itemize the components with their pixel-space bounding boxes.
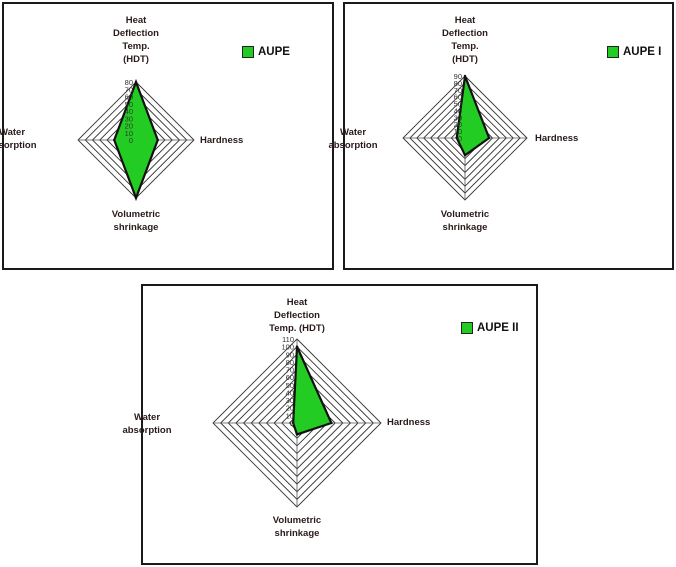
radar-panel-aupe-ii: 0 10 20 30 40 50 60 70 80 90 100 110 Heat Deflection… bbox=[122, 284, 538, 565]
tick-label: 80 bbox=[286, 358, 294, 367]
tick-label: 20 bbox=[454, 120, 462, 129]
legend: AUPE I bbox=[607, 46, 661, 58]
data-point bbox=[295, 433, 299, 436]
tick-label: 40 bbox=[454, 106, 462, 115]
axis-label: Hardness bbox=[387, 417, 431, 428]
series-area bbox=[113, 78, 159, 202]
axis-label: Volumetric shrinkage bbox=[111, 209, 161, 233]
tick-label: 0 bbox=[458, 134, 462, 143]
data-point bbox=[156, 138, 159, 142]
radar-panel-aupe-i: 0 10 20 30 40 50 60 70 80 90 Heat Deflection Temp.… bbox=[328, 2, 674, 270]
tick-label: 30 bbox=[454, 113, 462, 122]
data-point bbox=[134, 80, 138, 84]
data-point bbox=[295, 345, 299, 348]
axis-label: Water absorption bbox=[328, 127, 378, 151]
tick-label: 20 bbox=[125, 122, 133, 131]
tick-label: 0 bbox=[290, 419, 294, 428]
axis-label: Hardness bbox=[200, 135, 244, 146]
legend-swatch bbox=[607, 46, 619, 58]
data-point bbox=[113, 138, 116, 142]
tick-label: 70 bbox=[286, 366, 294, 375]
tick-label: 40 bbox=[125, 107, 133, 116]
tick-label: 60 bbox=[125, 93, 133, 102]
tick-label: 90 bbox=[454, 72, 462, 81]
data-point bbox=[463, 74, 467, 78]
axis-label: Heat Deflection Temp. (HDT) bbox=[113, 15, 159, 65]
data-point bbox=[291, 421, 295, 425]
data-point bbox=[330, 421, 333, 425]
radar-panel-aupe: 0 10 20 30 40 50 60 70 80 Heat Deflection Temp. (… bbox=[0, 2, 334, 270]
tick-label: 60 bbox=[454, 93, 462, 102]
tick-label: 50 bbox=[286, 381, 294, 390]
tick-label: 80 bbox=[454, 79, 462, 88]
tick-label: 100 bbox=[281, 343, 294, 352]
axis-label: Hardness bbox=[535, 133, 579, 144]
data-point bbox=[487, 136, 491, 140]
axis-label: Heat Deflection Temp. (HDT) bbox=[442, 15, 488, 65]
tick-label: 10 bbox=[286, 411, 294, 420]
tick-label: 90 bbox=[286, 350, 294, 359]
axis-label: Volumetric shrinkage bbox=[440, 209, 490, 233]
tick-label: 10 bbox=[125, 129, 133, 138]
tick-label: 30 bbox=[286, 396, 294, 405]
tick-label: 40 bbox=[286, 388, 294, 397]
tick-label: 30 bbox=[125, 114, 133, 123]
legend: AUPE bbox=[242, 46, 290, 58]
axis-label: Volumetric shrinkage bbox=[272, 515, 322, 539]
legend-label: AUPE bbox=[258, 46, 290, 58]
tick-label: 50 bbox=[454, 100, 462, 109]
axis-label: Water absorption bbox=[122, 412, 172, 436]
legend-label: AUPE I bbox=[623, 46, 662, 58]
tick-label: 50 bbox=[125, 100, 133, 109]
legend: AUPE II bbox=[461, 322, 519, 334]
tick-label: 60 bbox=[286, 373, 294, 382]
legend-swatch bbox=[461, 322, 473, 334]
tick-label: 80 bbox=[125, 78, 133, 87]
data-point bbox=[463, 154, 467, 157]
data-point bbox=[455, 136, 458, 140]
data-point bbox=[134, 196, 138, 200]
axis-label: Heat Deflection Temp. (HDT) bbox=[269, 297, 325, 334]
tick-label: 110 bbox=[282, 335, 294, 344]
tick-label: 20 bbox=[286, 404, 294, 413]
tick-label: 70 bbox=[454, 86, 462, 95]
legend-label: AUPE II bbox=[477, 322, 519, 334]
tick-label: 70 bbox=[125, 85, 133, 94]
tick-label: 10 bbox=[454, 127, 462, 136]
axis-label: Water absorption bbox=[0, 127, 37, 151]
legend-swatch bbox=[242, 46, 254, 58]
tick-label: 0 bbox=[129, 136, 133, 145]
